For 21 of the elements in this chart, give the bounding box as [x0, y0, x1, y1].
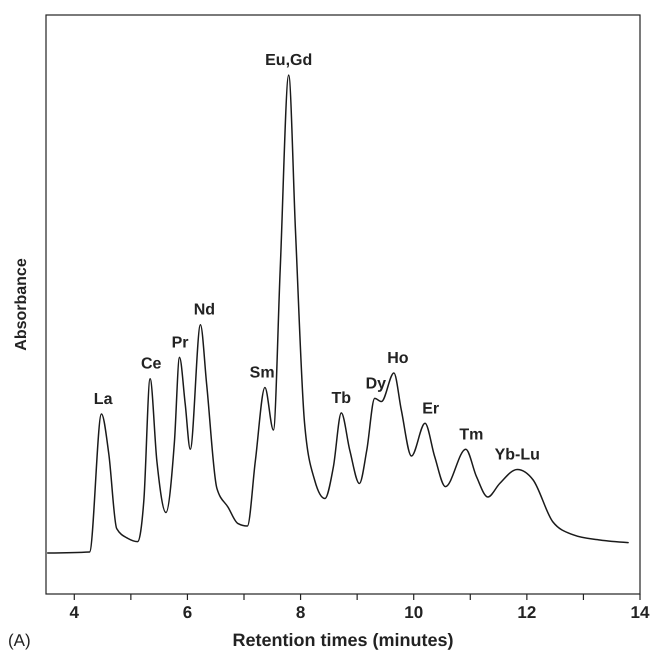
x-tick-label: 6 — [182, 603, 192, 622]
x-tick-label: 8 — [296, 603, 306, 622]
x-axis-title: Retention times (minutes) — [232, 630, 454, 650]
annotation: Ce — [140, 356, 162, 373]
x-tick-label: 4 — [70, 603, 80, 622]
annotation: Tb — [332, 390, 352, 407]
annotation: Ho — [387, 350, 409, 367]
annotation: Dy — [366, 375, 386, 392]
annotation: Eu,Gd — [265, 52, 312, 70]
y-axis-title: Absorbance — [13, 258, 30, 351]
text: (A) — [8, 631, 31, 650]
annotation: Yb-Lu — [494, 446, 540, 464]
annotation: Nd — [194, 302, 216, 319]
annotation: La — [94, 390, 113, 408]
annotation: Sm — [250, 364, 275, 382]
x-tick-label: 12 — [517, 603, 536, 622]
annotation: Pr — [172, 334, 189, 352]
annotation: Tm — [459, 426, 484, 444]
annotation: Er — [422, 400, 440, 418]
x-tick-label: 10 — [404, 603, 424, 622]
x-tick-label: 14 — [630, 603, 650, 622]
